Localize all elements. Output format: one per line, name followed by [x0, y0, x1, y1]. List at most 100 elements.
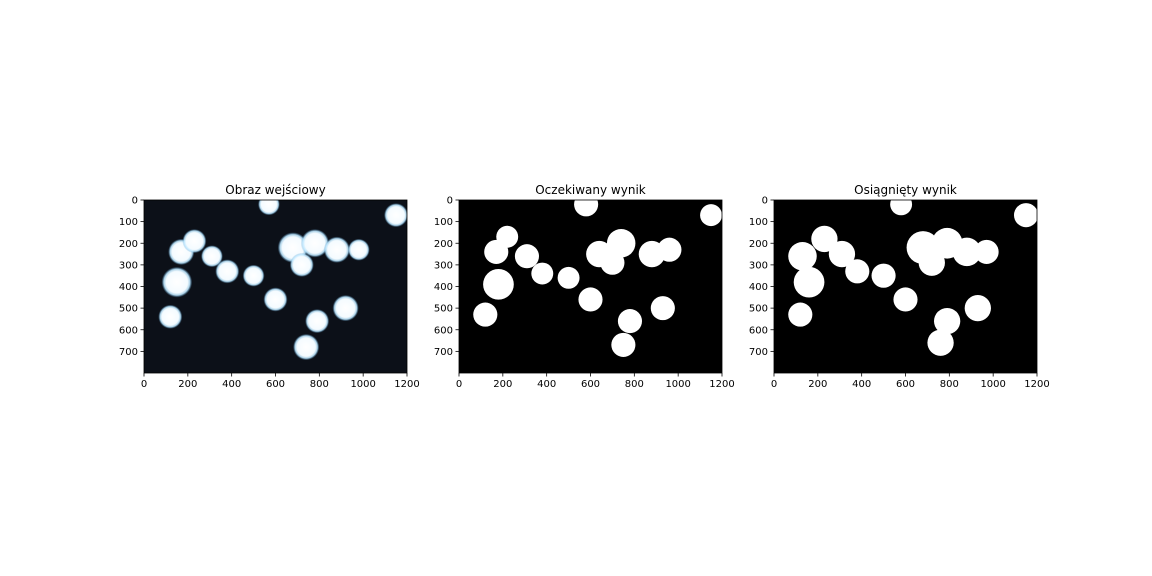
cell-blob [383, 203, 407, 228]
mask-blob [557, 266, 580, 289]
mask-blob [483, 268, 514, 300]
x-tick-label: 200 [808, 379, 827, 390]
mask-blob [793, 266, 825, 298]
y-tick-label: 700 [119, 347, 138, 358]
mask-blob [700, 204, 722, 227]
cell-blob [257, 200, 280, 216]
y-tick-label: 200 [434, 239, 453, 250]
achieved-result-panel: 0 200 400 600 800 1000 1200 0 100 200 300 400 500 600… [749, 183, 1050, 390]
cell-blob [332, 294, 359, 322]
y-tick-label: 600 [749, 325, 768, 336]
expected-result-panel: 0 200 400 600 800 1000 1200 0 100 200 300 400 500 600… [434, 183, 735, 390]
mask-blob [952, 237, 982, 267]
y-tick-label: 500 [434, 304, 453, 315]
x-tick-label: 600 [581, 379, 600, 390]
cell-blob [158, 304, 183, 329]
input-image-panel: 0 200 400 600 800 1000 1200 0 100 200 300 400 500 600… [119, 183, 420, 390]
x-tick-label: 1000 [665, 379, 690, 390]
y-tick-label: 0 [132, 196, 138, 207]
x-tick-label: 600 [896, 379, 915, 390]
mask-blob [788, 241, 817, 271]
mask-blob [617, 309, 643, 334]
cell-blob [242, 264, 265, 287]
cell-blob [263, 287, 288, 312]
panel-title: Osiągnięty wynik [854, 183, 957, 197]
mask-blob [871, 263, 896, 288]
cell-blob [182, 229, 207, 254]
blob-group [473, 200, 722, 357]
x-tick-label: 600 [266, 379, 285, 390]
mask-blob [473, 302, 498, 327]
mask-blob [578, 287, 603, 312]
mask-blob [574, 200, 599, 217]
x-tick-label: 800 [310, 379, 329, 390]
panel-title: Obraz wejściowy [225, 183, 325, 197]
mask-blob [918, 249, 945, 276]
mask-blob [1013, 203, 1037, 228]
y-tick-label: 200 [119, 239, 138, 250]
cell-blob [305, 309, 330, 334]
y-tick-label: 400 [119, 282, 138, 293]
mask-blob [531, 262, 554, 285]
mask-blob [514, 244, 539, 269]
mask-blob [650, 296, 675, 321]
x-tick-label: 800 [940, 379, 959, 390]
mask-blob [890, 200, 913, 216]
y-tick-label: 400 [434, 282, 453, 293]
x-tick-label: 400 [537, 379, 556, 390]
mask-blob [788, 302, 813, 327]
x-tick-label: 400 [852, 379, 871, 390]
mask-blob [933, 307, 961, 335]
x-tick-label: 200 [178, 379, 197, 390]
blob-group [788, 200, 1037, 356]
x-tick-label: 1000 [980, 379, 1005, 390]
y-tick-label: 600 [119, 325, 138, 336]
y-tick-label: 300 [119, 260, 138, 271]
y-tick-label: 500 [749, 304, 768, 315]
mask-blob [600, 250, 625, 275]
y-tick-label: 100 [434, 217, 453, 228]
y-tick-label: 500 [119, 304, 138, 315]
y-tick-label: 300 [434, 260, 453, 271]
cell-blob [323, 236, 351, 263]
y-tick-label: 100 [119, 217, 138, 228]
cell-blob [215, 259, 240, 284]
x-tick-label: 1200 [709, 379, 734, 390]
y-tick-label: 200 [749, 239, 768, 250]
y-tick-label: 0 [762, 196, 768, 207]
cell-blob [293, 333, 320, 361]
mask-blob [927, 329, 954, 356]
mask-blob [611, 332, 636, 357]
x-tick-label: 1200 [394, 379, 419, 390]
cell-blob [289, 252, 314, 277]
y-tick-label: 700 [749, 347, 768, 358]
blob-group [158, 200, 407, 361]
y-tick-label: 700 [434, 347, 453, 358]
x-tick-label: 1000 [350, 379, 375, 390]
y-tick-label: 100 [749, 217, 768, 228]
mask-blob [811, 225, 838, 253]
cell-blob [347, 238, 370, 261]
x-tick-label: 400 [222, 379, 241, 390]
x-tick-label: 0 [771, 379, 777, 390]
x-tick-label: 0 [141, 379, 147, 390]
x-tick-label: 200 [493, 379, 512, 390]
y-tick-label: 400 [749, 282, 768, 293]
panel-title: Oczekiwany wynik [535, 183, 646, 197]
mask-blob [893, 287, 918, 312]
cell-blob [200, 245, 223, 268]
mask-blob [657, 237, 682, 262]
cell-blob [300, 229, 330, 258]
cell-blob [161, 266, 193, 298]
mask-blob [964, 294, 991, 322]
mask-blob [484, 239, 509, 264]
y-tick-label: 0 [447, 196, 453, 207]
mask-blob [606, 229, 636, 258]
x-tick-label: 0 [456, 379, 462, 390]
mask-blob [828, 240, 856, 268]
mask-blob [845, 259, 870, 284]
x-tick-label: 1200 [1024, 379, 1049, 390]
y-tick-label: 600 [434, 325, 453, 336]
mask-blob [974, 239, 999, 264]
